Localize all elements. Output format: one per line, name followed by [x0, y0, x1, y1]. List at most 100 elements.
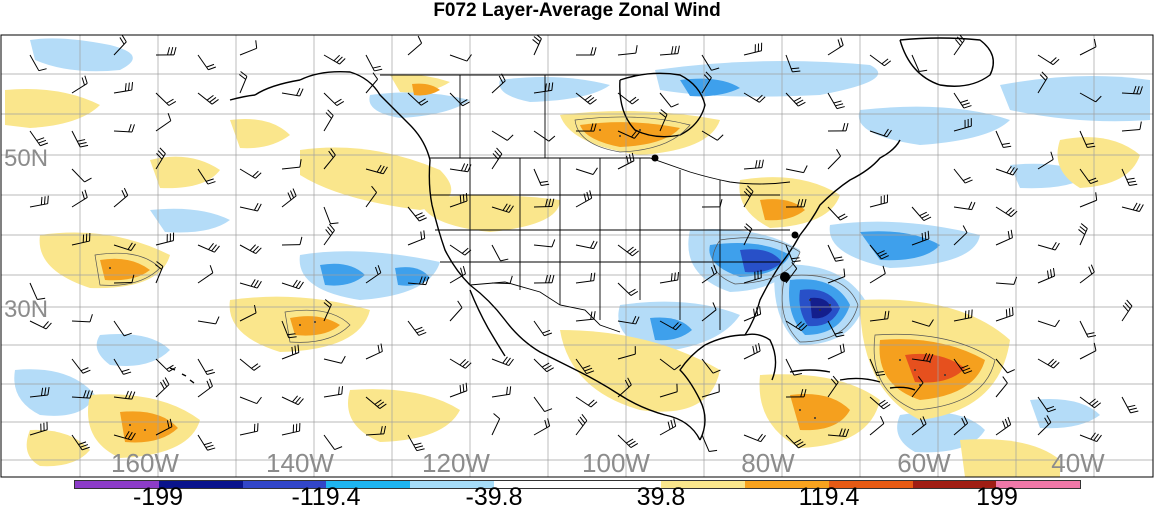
wind-barb	[869, 396, 891, 410]
wind-barb	[785, 358, 803, 376]
wind-barb	[71, 358, 91, 374]
wind-barb	[1078, 223, 1088, 246]
colorbar-segment	[996, 481, 1080, 488]
wind-barb	[533, 168, 550, 186]
wind-barb	[532, 35, 542, 56]
wind-barb	[659, 320, 682, 331]
station-marker	[651, 154, 659, 162]
wind-barb	[575, 311, 596, 322]
shade-deep-blue	[740, 249, 782, 273]
wind-barb	[533, 274, 555, 284]
wind-barb	[659, 92, 679, 108]
station-markers	[651, 154, 799, 282]
wind-barb	[1121, 396, 1139, 414]
wind-barb	[617, 45, 638, 56]
wind-barb	[29, 386, 50, 398]
wind-barb	[365, 185, 377, 208]
wind-barb	[29, 421, 48, 436]
wind-barb	[1037, 396, 1056, 413]
wind-barb	[197, 168, 216, 185]
wind-barb	[533, 418, 551, 436]
wind-barb	[995, 130, 1012, 148]
wind-barb	[71, 189, 88, 208]
wind-barb	[449, 244, 472, 256]
wind-barb	[827, 37, 844, 56]
wind-barb	[449, 300, 463, 322]
wind-barb	[113, 242, 136, 251]
wind-barb	[197, 316, 220, 325]
wind-barb	[1079, 92, 1102, 103]
wind-barb	[743, 92, 766, 103]
wind-barb	[323, 434, 343, 451]
wind-barb	[407, 320, 427, 336]
wind-barb	[323, 223, 335, 246]
wind-barb	[155, 261, 164, 284]
wind-barb	[281, 320, 297, 339]
station-marker	[780, 272, 790, 282]
wind-barb	[407, 276, 430, 286]
wind-barb	[743, 306, 762, 322]
wind-barb	[491, 386, 512, 398]
colorbar-label: -199	[132, 483, 184, 511]
wind-barb	[575, 167, 598, 175]
wind-barb	[113, 124, 135, 133]
wind-barb	[281, 395, 304, 406]
wind-barb	[1037, 267, 1056, 284]
shade-orange	[412, 83, 440, 96]
wind-barb	[953, 168, 973, 184]
colorbar	[74, 480, 1081, 489]
wind-barb	[449, 193, 468, 208]
coastlines	[169, 37, 994, 441]
shade-light-blue	[96, 334, 170, 366]
wind-barb	[701, 383, 720, 398]
wind-barb	[71, 390, 94, 399]
wind-barb	[575, 240, 598, 250]
wind-barb	[953, 309, 973, 322]
wind-barb	[575, 92, 597, 105]
wind-barb	[239, 244, 262, 255]
wind-barb	[617, 130, 640, 139]
shade-orange	[580, 122, 680, 147]
wind-barb	[617, 152, 635, 170]
wind-barb	[1079, 320, 1096, 338]
wind-barb	[827, 123, 849, 132]
wind-barb	[617, 92, 639, 105]
wind-barb	[953, 415, 969, 436]
wind-barb	[1079, 130, 1096, 148]
colorbar-segment	[75, 481, 159, 488]
wind-barb	[239, 358, 261, 371]
shade-mid-blue	[650, 317, 692, 341]
shade-light-yellow	[5, 89, 100, 128]
wind-barb	[743, 343, 761, 360]
wind-barb	[575, 396, 598, 408]
wind-barb	[827, 244, 844, 262]
wind-barb	[1121, 168, 1138, 186]
wind-barb	[911, 376, 924, 398]
wind-barb	[491, 73, 506, 94]
wind-barb	[785, 434, 806, 449]
wind-barb	[785, 92, 806, 107]
wind-barb	[281, 279, 304, 290]
map-title: F072 Layer-Average Zonal Wind	[433, 0, 721, 21]
wind-barb	[197, 243, 220, 253]
wind-barb	[365, 72, 379, 94]
wind-barb	[575, 414, 588, 436]
shade-light-yellow	[560, 330, 720, 412]
wind-barb	[365, 425, 387, 436]
lon-label-80w: 80W	[741, 448, 795, 478]
wind-barb	[323, 206, 339, 225]
shade-light-blue	[858, 106, 1010, 145]
wind-barb	[659, 418, 677, 436]
wind-barb	[617, 244, 639, 257]
wind-barb	[995, 276, 1018, 285]
colorbar-segment	[410, 481, 494, 488]
wind-barb	[1037, 71, 1048, 94]
wind-barb	[407, 230, 426, 246]
wind-barb	[1079, 432, 1102, 443]
wind-barb	[71, 130, 89, 148]
wind-barb	[953, 35, 965, 56]
wind-barb	[407, 206, 427, 222]
shade-orange	[790, 394, 850, 431]
wind-barb	[449, 163, 472, 173]
wind-barb	[365, 343, 383, 360]
